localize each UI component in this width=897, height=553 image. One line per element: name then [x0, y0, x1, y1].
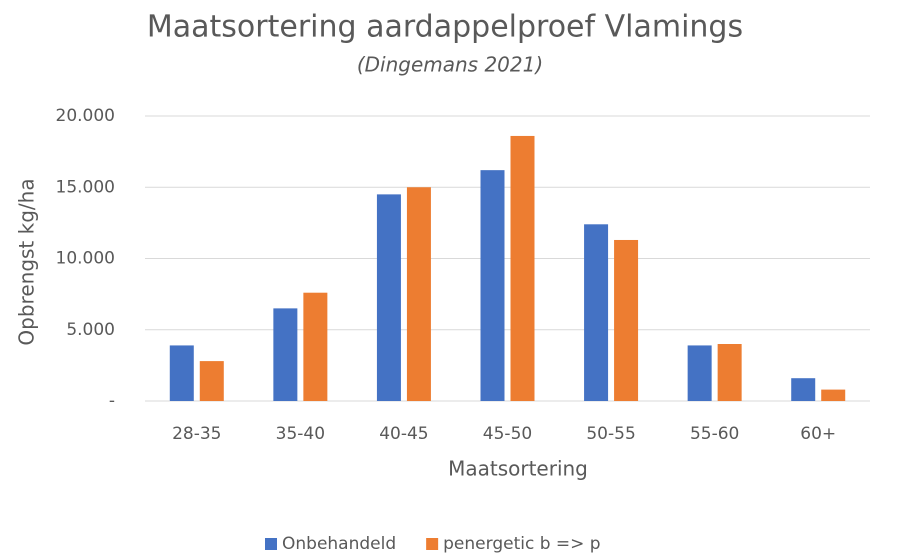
x-tick-label: 40-45	[379, 424, 428, 444]
y-axis-label: Opbrengst kg/ha	[15, 178, 39, 345]
legend-swatch	[265, 538, 277, 550]
y-tick-label: 20.000	[56, 106, 115, 126]
chart-subtitle: (Dingemans 2021)	[357, 53, 543, 77]
x-axis-label: Maatsortering	[448, 457, 588, 481]
x-tick-label: 55-60	[690, 424, 739, 444]
bar	[303, 292, 328, 401]
bar	[717, 344, 742, 401]
y-tick-label: -	[109, 391, 115, 411]
bar	[376, 194, 401, 401]
legend-swatch	[426, 538, 439, 550]
y-tick-label: 15.000	[56, 177, 115, 197]
bar	[273, 308, 298, 401]
bar	[791, 378, 816, 401]
legend-label: Onbehandeld	[282, 534, 396, 553]
x-tick-label: 50-55	[586, 424, 635, 444]
bar	[169, 345, 194, 401]
bar	[821, 389, 846, 401]
x-tick-label: 35-40	[276, 424, 325, 444]
y-tick-label: 5.000	[66, 320, 115, 340]
bar	[614, 239, 639, 401]
x-tick-label: 45-50	[483, 424, 532, 444]
y-tick-label: 10.000	[56, 249, 115, 269]
bar	[199, 361, 224, 401]
x-tick-label: 28-35	[172, 424, 221, 444]
bar	[406, 187, 431, 401]
legend-label: penergetic b => p	[443, 534, 600, 553]
bar	[584, 224, 609, 401]
bar	[480, 170, 505, 401]
chart-title: Maatsortering aardappelproef Vlamings	[147, 10, 743, 45]
bar	[687, 345, 712, 401]
x-tick-label: 60+	[800, 424, 836, 444]
bar	[510, 135, 535, 401]
